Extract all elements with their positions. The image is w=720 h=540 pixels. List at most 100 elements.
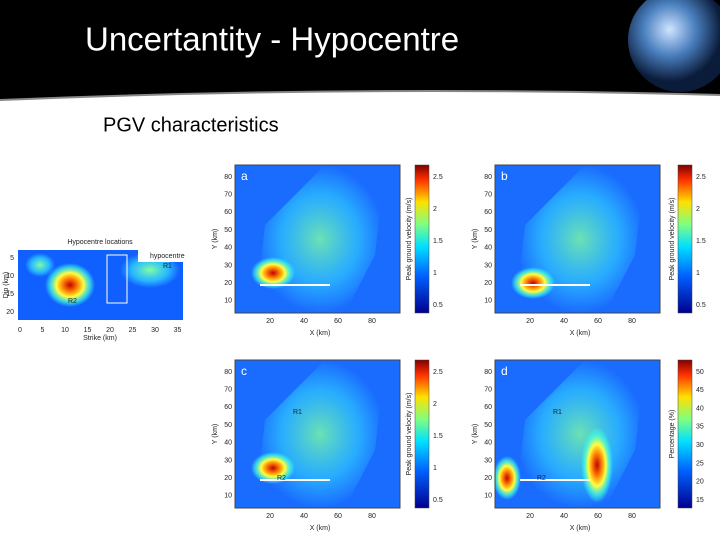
region-label: R1 [553, 409, 562, 416]
x-tick-label: 60 [594, 318, 602, 325]
y-tick-label: 30 [224, 262, 232, 269]
inset-plot [18, 250, 183, 320]
y-tick-label: 20 [224, 475, 232, 482]
header-band [0, 0, 720, 100]
y-tick-label: 50 [484, 227, 492, 234]
region-label: R2 [277, 475, 286, 482]
colorbar-tick-label: 2.5 [433, 174, 443, 181]
inset-legend: hypocentre [150, 253, 185, 260]
plot-frame [234, 359, 401, 509]
y-tick-label: 10 [224, 298, 232, 305]
y-tick-label: 80 [484, 369, 492, 376]
colorbar-tick-label: 1.5 [433, 238, 443, 245]
y-tick-label: 10 [484, 298, 492, 305]
y-tick-label: 20 [484, 475, 492, 482]
x-tick-label: 60 [334, 318, 342, 325]
y-tick-label: 10 [484, 493, 492, 500]
colorbar-tick-label: 45 [696, 387, 704, 394]
y-tick-label: 40 [224, 440, 232, 447]
y-tick-label: 50 [224, 227, 232, 234]
inset-title: Hypocentre locations [67, 239, 133, 246]
x-tick-label: 80 [368, 513, 376, 520]
colorbar-tick-label: 35 [696, 424, 704, 431]
y-tick-label: 80 [224, 174, 232, 181]
y-tick-label: 80 [484, 174, 492, 181]
x-tick-label: 15 [84, 327, 92, 334]
x-axis-label: X (km) [310, 330, 331, 337]
colorbar-tick-label: 1 [433, 270, 437, 277]
panel-letter: a [241, 169, 248, 183]
x-tick-label: 5 [41, 327, 45, 334]
region-label: R2 [537, 475, 546, 482]
hot-spot [251, 257, 295, 289]
subtitle: PGV characteristics [103, 114, 279, 136]
y-tick-label: 40 [484, 245, 492, 252]
y-tick-label: 50 [484, 422, 492, 429]
globe [628, 0, 720, 92]
region-label: R1 [293, 409, 302, 416]
y-tick-label: 10 [6, 273, 14, 280]
colorbar-tick-label: 2 [433, 401, 437, 408]
panel-letter: d [501, 364, 508, 378]
y-tick-label: 70 [484, 387, 492, 394]
x-tick-label: 60 [334, 513, 342, 520]
x-tick-label: 80 [628, 318, 636, 325]
panel-letter: c [241, 364, 247, 378]
x-tick-label: 80 [368, 318, 376, 325]
x-tick-label: 60 [594, 513, 602, 520]
y-tick-label: 30 [484, 457, 492, 464]
x-tick-label: 40 [560, 318, 568, 325]
colorbar-tick-label: 1.5 [696, 238, 706, 245]
colorbar [414, 164, 430, 314]
colorbar-tick-label: 15 [696, 497, 704, 504]
x-axis-label: X (km) [570, 330, 591, 337]
x-tick-label: 10 [61, 327, 69, 334]
colorbar [677, 164, 693, 314]
x-tick-label: 20 [106, 327, 114, 334]
header-edge [0, 90, 720, 101]
plot-frame [234, 164, 401, 314]
x-tick-label: 40 [300, 318, 308, 325]
colorbar-tick-label: 20 [696, 479, 704, 486]
inset-legend-box [138, 250, 183, 262]
y-tick-label: 60 [484, 209, 492, 216]
colorbar-tick-label: 25 [696, 460, 704, 467]
y-tick-label: 60 [224, 404, 232, 411]
hot-spot [581, 427, 613, 503]
colorbar [677, 359, 693, 509]
y-axis-label: Dip (km) [3, 272, 10, 298]
colorbar-tick-label: 40 [696, 405, 704, 412]
colorbar-label: Peak ground velocity (m/s) [669, 198, 676, 281]
x-tick-label: 20 [526, 513, 534, 520]
x-tick-label: 20 [266, 513, 274, 520]
x-tick-label: 25 [129, 327, 137, 334]
plot-frame [494, 164, 661, 314]
y-tick-label: 70 [224, 192, 232, 199]
y-tick-label: 80 [224, 369, 232, 376]
x-axis-label: X (km) [570, 525, 591, 532]
colorbar-tick-label: 1 [433, 465, 437, 472]
slide-title: Uncertantity - Hypocentre [85, 21, 459, 58]
y-tick-label: 50 [224, 422, 232, 429]
y-tick-label: 70 [224, 387, 232, 394]
x-tick-label: 0 [18, 327, 22, 334]
x-tick-label: 20 [266, 318, 274, 325]
warm-spot [25, 253, 55, 277]
y-tick-label: 20 [484, 280, 492, 287]
x-axis-label: X (km) [310, 525, 331, 532]
x-tick-label: 20 [526, 318, 534, 325]
panel-letter: b [501, 169, 508, 183]
colorbar-tick-label: 2.5 [433, 369, 443, 376]
colorbar-label: Peak ground velocity (m/s) [406, 198, 413, 281]
hot-spot [45, 263, 95, 307]
x-tick-label: 40 [560, 513, 568, 520]
hot-spot [511, 267, 555, 299]
colorbar-label: Percentage (%) [669, 410, 676, 459]
colorbar-tick-label: 50 [696, 369, 704, 376]
colorbar-tick-label: 1.5 [433, 433, 443, 440]
colorbar-tick-label: 2 [433, 206, 437, 213]
colorbar-tick-label: 0.5 [433, 302, 443, 309]
y-tick-label: 40 [484, 440, 492, 447]
plot-frame [494, 359, 661, 509]
x-axis-label: Strike (km) [83, 335, 117, 342]
